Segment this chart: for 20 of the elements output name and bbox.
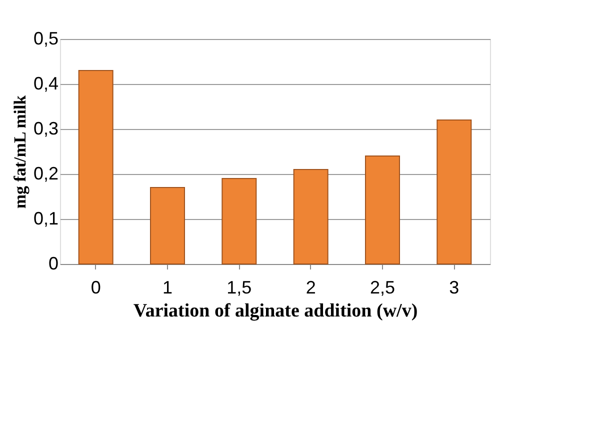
x-tick-label: 0 bbox=[90, 278, 101, 298]
x-tick-label: 2,5 bbox=[370, 278, 396, 298]
x-tick-label: 2 bbox=[306, 278, 316, 298]
x-axis-title: Variation of alginate addition (w/v) bbox=[133, 300, 418, 322]
bar bbox=[78, 70, 114, 264]
bar bbox=[293, 169, 328, 264]
y-tick-label: 0,5 bbox=[33, 28, 58, 48]
bar bbox=[365, 156, 400, 264]
bar bbox=[222, 178, 257, 264]
y-tick-label: 0,3 bbox=[33, 118, 58, 138]
y-tick-label: 0 bbox=[48, 254, 58, 274]
y-tick-label: 0,4 bbox=[33, 74, 58, 94]
bar bbox=[150, 187, 185, 264]
y-axis-title: mg fat/mL milk bbox=[10, 94, 30, 209]
y-tick-label: 0,2 bbox=[33, 164, 58, 184]
x-tick-label: 1,5 bbox=[226, 278, 252, 298]
y-tick-label: 0,1 bbox=[33, 208, 58, 228]
x-tick-label: 1 bbox=[162, 278, 173, 298]
x-tick-label: 3 bbox=[449, 278, 460, 298]
bar bbox=[436, 120, 472, 264]
